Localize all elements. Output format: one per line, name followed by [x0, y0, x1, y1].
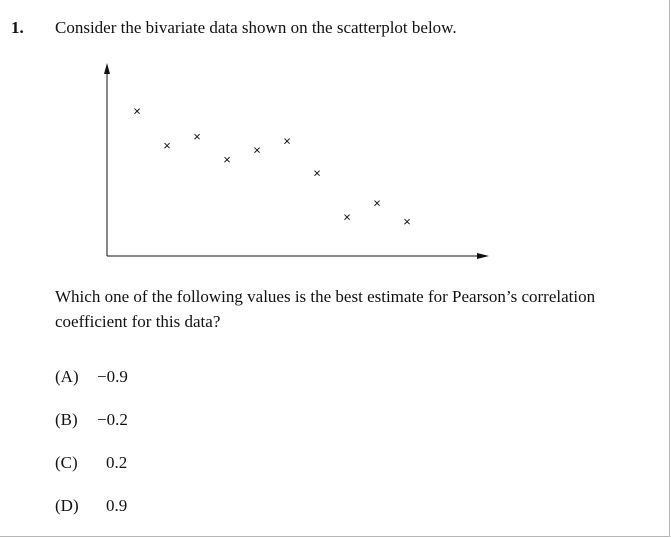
x-axis-arrow: [477, 253, 489, 259]
option-c-value: 0.2: [106, 453, 128, 472]
data-point: ×: [343, 209, 351, 224]
data-point: ×: [373, 196, 381, 211]
question-prompt: Which one of the following values is the…: [55, 287, 596, 331]
y-axis-arrow: [104, 63, 110, 74]
option-c-letter: (C): [55, 453, 78, 472]
option-d[interactable]: (D) 0.9: [55, 496, 127, 516]
option-b-value: −0.2: [97, 410, 128, 429]
data-point: ×: [283, 134, 291, 149]
option-a-letter: (A): [55, 367, 79, 386]
data-point: ×: [313, 166, 321, 181]
data-point: ×: [163, 138, 171, 153]
option-c[interactable]: (C) 0.2: [55, 453, 127, 473]
question-intro: Consider the bivariate data shown on the…: [55, 18, 457, 37]
option-d-value: 0.9: [106, 496, 128, 515]
scatterplot: × × × × × × × × × ×: [104, 63, 489, 259]
data-points: × × × × × × × × × ×: [133, 104, 411, 229]
option-b[interactable]: (B) −0.2: [55, 410, 128, 430]
data-point: ×: [133, 104, 141, 119]
question-number: 1.: [11, 18, 24, 37]
data-point: ×: [253, 143, 261, 158]
data-point: ×: [403, 214, 411, 229]
option-d-letter: (D): [55, 496, 79, 515]
option-a-value: −0.9: [97, 367, 128, 386]
option-a[interactable]: (A) −0.9: [55, 367, 128, 387]
option-b-letter: (B): [55, 410, 78, 429]
data-point: ×: [223, 152, 231, 167]
data-point: ×: [193, 129, 201, 144]
